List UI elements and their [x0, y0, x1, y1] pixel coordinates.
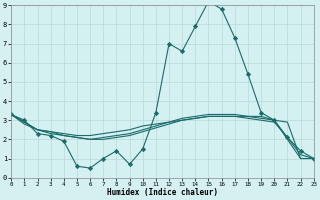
- X-axis label: Humidex (Indice chaleur): Humidex (Indice chaleur): [107, 188, 218, 197]
